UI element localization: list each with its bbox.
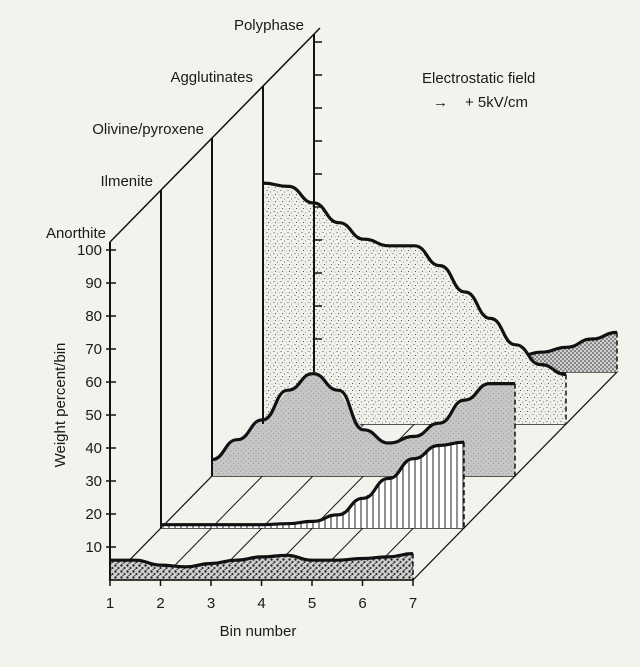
annotation: Electrostatic field → + 5kV/cm (422, 70, 535, 111)
y-tick-label: 40 (85, 440, 102, 457)
series-layer (110, 183, 617, 580)
y-axis-title: Weight percent/bin (52, 343, 69, 468)
y-tick-label: 80 (85, 308, 102, 325)
floor-grid-line (464, 476, 515, 528)
y-tick-label: 90 (85, 275, 102, 292)
floor-grid-line (212, 476, 263, 528)
series-label: Olivine/pyroxene (92, 121, 204, 138)
floor-grid-line (515, 424, 566, 476)
series-anorthite (110, 554, 413, 581)
x-tick-label: 1 (106, 595, 114, 612)
annotation-line1: Electrostatic field (422, 70, 535, 87)
y-tick-label: 30 (85, 473, 102, 490)
x-tick-label: 6 (358, 595, 366, 612)
y-tick-label: 10 (85, 539, 102, 556)
x-tick-label: 3 (207, 595, 215, 612)
x-tick-label: 2 (156, 595, 164, 612)
x-tick-label: 7 (409, 595, 417, 612)
x-tick-label: 5 (308, 595, 316, 612)
x-tick-label: 4 (257, 595, 265, 612)
series-label: Ilmenite (100, 173, 153, 190)
y-tick-label: 20 (85, 506, 102, 523)
floor-grid-line (413, 528, 464, 580)
y-tick-label: 100 (77, 242, 102, 259)
y-tick-label: 70 (85, 341, 102, 358)
series-label: Polyphase (234, 17, 304, 34)
series-label: Agglutinates (170, 69, 253, 86)
arrow-icon: → (433, 94, 448, 111)
annotation-line2: + 5kV/cm (465, 94, 528, 111)
y-tick-label: 50 (85, 407, 102, 424)
x-axis-title: Bin number (220, 623, 297, 640)
y-tick-label: 60 (85, 374, 102, 391)
series-label: Anorthite (46, 225, 106, 242)
floor-grid-line (161, 476, 212, 528)
floor-grid-line (566, 372, 617, 424)
